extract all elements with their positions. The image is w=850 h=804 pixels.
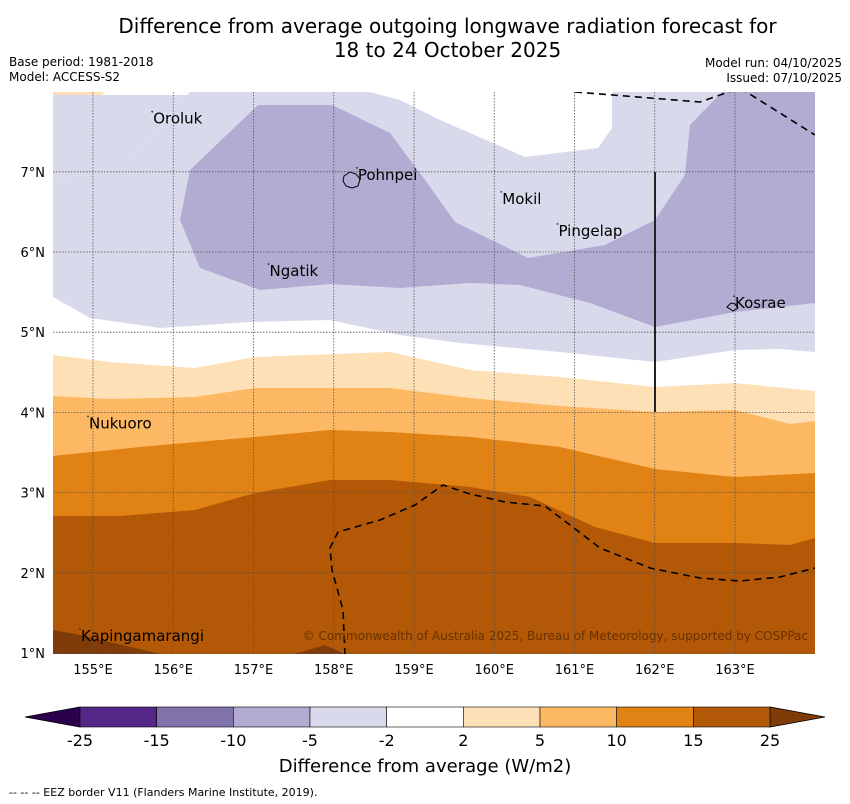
place-label-pingelap: Pingelap <box>558 222 622 240</box>
lat-tick-label: 1°N <box>21 647 46 662</box>
colorbar-segment <box>539 706 617 728</box>
band-neg10-neg5 <box>180 92 815 327</box>
colorbar-segment <box>233 706 311 728</box>
eez-borders <box>329 92 815 654</box>
colorbar-over-arrow <box>769 706 826 728</box>
lon-tick-label: 157°E <box>234 663 274 678</box>
eez-border-bottom <box>329 484 815 654</box>
place-label-kapingamarangi: Kapingamarangi <box>81 627 204 645</box>
lat-tick-label: 6°N <box>21 246 46 261</box>
colorbar-tick-label: 10 <box>606 731 626 750</box>
lon-tick-label: 161°E <box>555 663 595 678</box>
colorbar-tick-label: -10 <box>220 731 246 750</box>
band-white-hole <box>370 92 612 157</box>
colorbar-tick-label: 5 <box>535 731 545 750</box>
place-label-mokil: Mokil <box>502 190 541 208</box>
latitude-ticks: 1°N 2°N 3°N 4°N 5°N 6°N 7°N <box>21 166 46 662</box>
colorbar: -25 -15 -10 -5 -2 2 5 10 15 25 <box>24 706 826 750</box>
colorbar-tick-label: -2 <box>379 731 395 750</box>
lon-tick-label: 156°E <box>153 663 193 678</box>
colorbar-segment <box>309 706 387 728</box>
colorbar-segment <box>693 706 771 728</box>
lat-tick-label: 7°N <box>21 166 46 181</box>
island-marker <box>556 223 559 225</box>
lat-tick-label: 5°N <box>21 326 46 341</box>
island-marker <box>733 295 735 298</box>
title-line-2: 18 to 24 October 2025 <box>333 38 562 62</box>
model-run-date: Model run: 04/10/2025 <box>704 56 842 70</box>
lon-tick-label: 163°E <box>715 663 755 678</box>
meta-left: Base period: 1981-2018 Model: ACCESS-S2 <box>9 55 154 85</box>
lon-tick-label: 160°E <box>474 663 514 678</box>
base-period: Base period: 1981-2018 <box>9 55 154 69</box>
colorbar-tick-label: -25 <box>67 731 93 750</box>
colorbar-segment <box>156 706 234 728</box>
island-marker <box>151 110 154 113</box>
lon-tick-label: 159°E <box>394 663 434 678</box>
place-label-nukuoro: Nukuoro <box>89 414 152 432</box>
colorbar-segment <box>463 706 541 728</box>
colorbar-title: Difference from average (W/m2) <box>279 756 571 777</box>
eez-border-top <box>574 92 815 136</box>
colorbar-segment <box>616 706 694 728</box>
island-marker <box>87 415 89 418</box>
map-plot-area: Oroluk Pohnpei Mokil Pingelap Ngatik Kosrae Nu… <box>53 92 815 654</box>
place-labels: Oroluk Pohnpei Mokil Pingelap Ngatik Kosrae Nu… <box>79 110 786 645</box>
gridlines <box>53 92 815 654</box>
issued-date: Issued: 07/10/2025 <box>726 71 842 85</box>
colorbar-tick-label: 15 <box>683 731 703 750</box>
eez-legend-note: -- -- -- EEZ border V11 (Flanders Marine… <box>9 786 318 799</box>
lat-tick-label: 3°N <box>21 487 46 502</box>
copyright-credit: © Commonwealth of Australia 2025, Bureau… <box>303 629 808 643</box>
colorbar-tick-label: 2 <box>458 731 468 750</box>
band-over-25 <box>53 630 160 654</box>
place-label-ngatik: Ngatik <box>270 262 319 280</box>
place-label-oroluk: Oroluk <box>153 110 202 128</box>
island-marker <box>267 263 270 265</box>
longitude-ticks: 155°E 156°E 157°E 158°E 159°E 160°E 161°E 162°E… <box>73 663 755 678</box>
meta-right: Model run: 04/10/2025 Issued: 07/10/2025 <box>705 56 842 86</box>
kosrae-island-shape <box>726 302 739 312</box>
model-name: Model: ACCESS-S2 <box>9 70 121 84</box>
lon-tick-label: 162°E <box>635 663 675 678</box>
chart-title: Difference from average outgoing longwav… <box>0 14 850 62</box>
colorbar-tick-label: -15 <box>144 731 170 750</box>
band-15-25 <box>53 480 815 654</box>
colorbar-segment <box>386 706 464 728</box>
lat-tick-label: 4°N <box>21 406 46 421</box>
place-label-kosrae: Kosrae <box>735 294 786 312</box>
island-marker <box>500 190 503 193</box>
lon-tick-label: 155°E <box>73 663 113 678</box>
colorbar-tick-label: 25 <box>760 731 780 750</box>
title-line-1: Difference from average outgoing longwav… <box>118 14 777 38</box>
island-marker <box>355 166 358 169</box>
colorbar-under-arrow <box>24 706 81 728</box>
colorbar-tick-label: -5 <box>302 731 318 750</box>
lon-tick-label: 158°E <box>314 663 354 678</box>
pohnpei-island-shape <box>342 171 361 189</box>
colorbar-segment <box>79 706 157 728</box>
place-label-pohnpei: Pohnpei <box>358 166 418 184</box>
band-over-25-small <box>295 645 345 654</box>
lat-tick-label: 2°N <box>21 567 46 582</box>
island-marker <box>79 628 81 630</box>
